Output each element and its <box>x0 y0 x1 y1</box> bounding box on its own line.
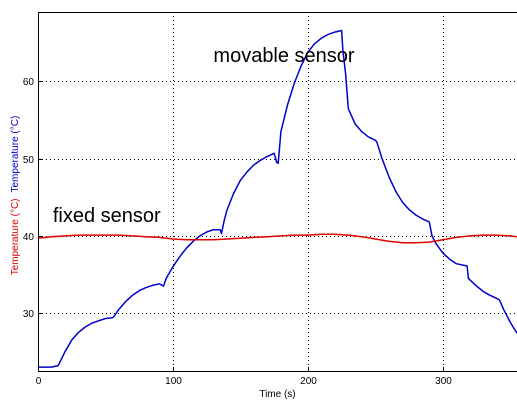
y-axis-label-blue: Temperature (°C) <box>10 116 21 193</box>
y-tick-label: 50 <box>23 155 35 166</box>
y-axis-label: Temperature (°C) Temperature (°C) <box>10 116 21 276</box>
series-line-fixed <box>37 233 517 244</box>
plot-frame <box>38 12 517 372</box>
series-layer <box>37 29 517 368</box>
y-tick-label: 60 <box>23 77 35 88</box>
x-axis-label: Time (s) <box>259 389 295 400</box>
x-tick-label: 300 <box>435 376 452 387</box>
y-tick-label: 30 <box>23 309 35 320</box>
x-tick-label: 200 <box>300 376 317 387</box>
annotation-fixed-sensor: fixed sensor <box>53 205 161 227</box>
series-line-movable <box>38 29 517 368</box>
annotation-movable-sensor: movable sensor <box>213 45 355 67</box>
x-tick-label: 0 <box>36 376 42 387</box>
ticks: 0 100 200 300 30 40 50 60 <box>23 77 452 387</box>
y-tick-label: 40 <box>23 232 35 243</box>
y-axis-label-red: Temperature (°C) <box>10 199 21 276</box>
x-tick-label: 100 <box>165 376 182 387</box>
